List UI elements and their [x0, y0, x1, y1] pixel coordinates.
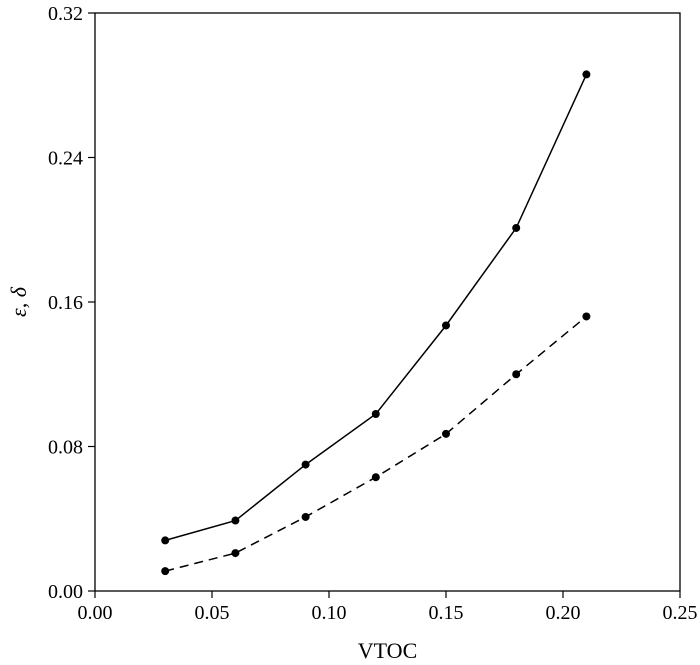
- tick-layer: 0.00 0.05 0.10 0.15 0.20 0.25 0.00 0.08 0.16 0.24…: [48, 3, 698, 624]
- y-tick-label: 0.08: [48, 437, 83, 459]
- x-tick-label: 0.10: [312, 602, 347, 624]
- series-2-point: [161, 567, 170, 576]
- series-2-point: [301, 512, 310, 521]
- series-1-point: [161, 536, 170, 545]
- series-2-point: [512, 370, 521, 379]
- plot-layer: [161, 70, 591, 576]
- series-1-point: [442, 321, 450, 330]
- x-tick-label: 0.00: [78, 602, 113, 624]
- series-2-point: [582, 312, 591, 321]
- x-tick-label: 0.20: [546, 602, 581, 624]
- series-2-point: [231, 549, 240, 558]
- series-2-point: [442, 429, 450, 438]
- series-2-line: [165, 315, 587, 572]
- x-tick-label: 0.15: [429, 602, 464, 624]
- y-tick-label: 0.24: [48, 148, 83, 170]
- x-axis-title: VTOC: [358, 638, 418, 663]
- x-tick-label: 0.25: [663, 602, 698, 624]
- series-1-point: [582, 70, 591, 79]
- plot-frame: [94, 12, 681, 592]
- x-tick-label: 0.05: [195, 602, 230, 624]
- y-tick-label: 0.00: [48, 581, 83, 603]
- series-1-point: [371, 409, 380, 418]
- series-1-line: [164, 74, 588, 542]
- series-1-point: [301, 460, 310, 469]
- y-tick-label: 0.32: [48, 3, 83, 25]
- series-1-point: [231, 516, 240, 525]
- y-axis-title: ε, δ: [6, 286, 31, 317]
- series-1-point: [512, 223, 521, 232]
- y-tick-label: 0.16: [48, 292, 83, 314]
- series-2-point: [371, 473, 380, 482]
